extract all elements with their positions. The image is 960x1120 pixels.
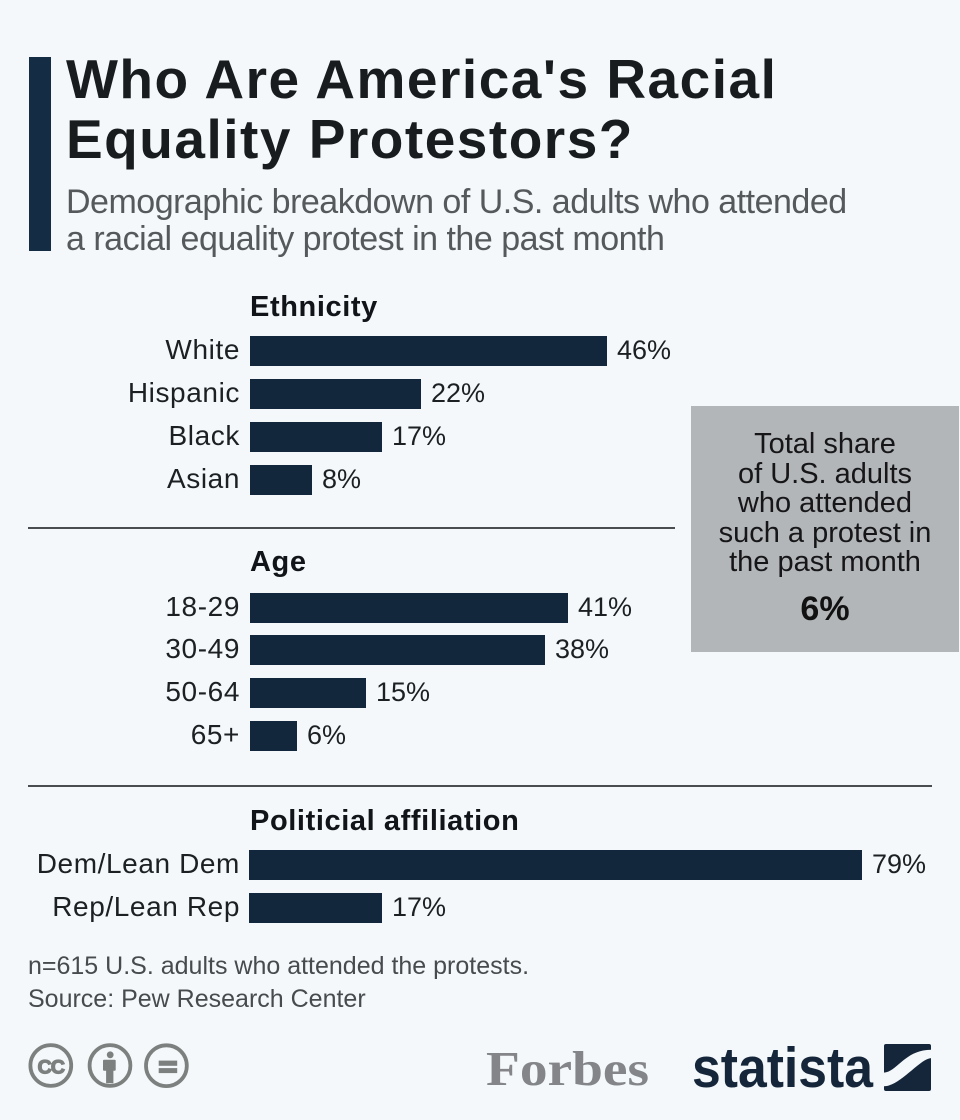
svg-text:statista: statista: [692, 1036, 874, 1100]
svg-text:CC: CC: [38, 1057, 65, 1079]
svg-text:Forbes: Forbes: [486, 1041, 649, 1096]
